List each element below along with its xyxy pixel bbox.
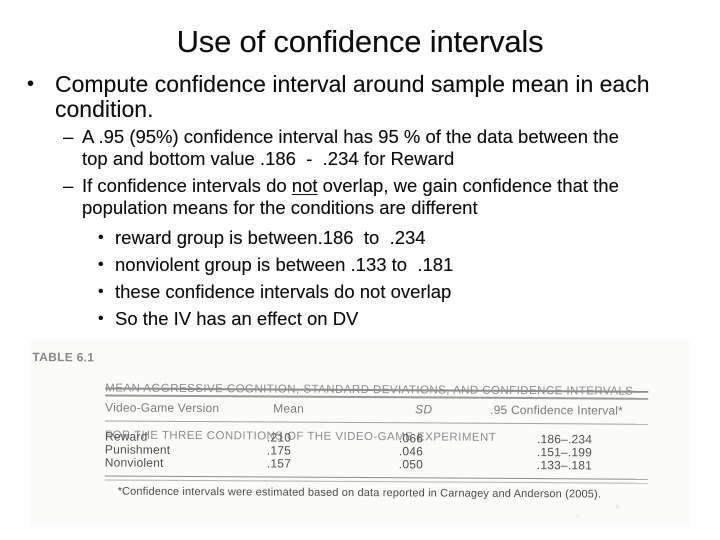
- sub-bullet-iv-effect: • So the IV has an effect on DV: [0, 308, 720, 330]
- table-row-sd: .066: [398, 431, 424, 446]
- table-footnote: *Confidence intervals were estimated bas…: [117, 485, 602, 501]
- bullet-level1-text: Compute confidence interval around sampl…: [55, 72, 720, 122]
- bullet-icon: •: [98, 283, 104, 300]
- text-line: these confidence intervals do not overla…: [115, 281, 452, 302]
- dash-icon: –: [63, 126, 74, 147]
- dash-item-text: A .95 (95%) confidence interval has 95 %…: [82, 126, 720, 170]
- dash-item-ci-definition: – A .95 (95%) confidence interval has 95…: [0, 126, 720, 170]
- table-label: TABLE 6.1: [32, 350, 95, 365]
- bullet-icon: •: [27, 73, 35, 95]
- bullet-level1-compute: • Compute confidence interval around sam…: [0, 72, 720, 122]
- table-row-mean: .157: [266, 456, 292, 471]
- text-line: So the IV has an effect on DV: [115, 308, 359, 329]
- table-row-sd: .050: [398, 457, 424, 472]
- text-segment: If confidence intervals do: [82, 175, 292, 196]
- text-line: nonviolent group is between .133 to .181: [115, 254, 454, 275]
- column-header-mean: Mean: [273, 401, 305, 416]
- bullet-icon: •: [98, 310, 104, 327]
- text-line: Compute confidence interval around sampl…: [55, 71, 650, 97]
- underlined-word: not: [291, 175, 318, 196]
- text-line: A .95 (95%) confidence interval has 95 %…: [82, 126, 619, 147]
- bullet-list: • Compute confidence interval around sam…: [0, 72, 720, 335]
- sub-bullet-nonviolent-range: • nonviolent group is between .133 to .1…: [0, 254, 720, 276]
- table-row-version: Nonviolent: [104, 455, 164, 470]
- sub-bullet-no-overlap: • these confidence intervals do not over…: [0, 281, 720, 303]
- dash-icon: –: [63, 175, 74, 196]
- text-line: condition.: [55, 96, 154, 122]
- slide-title: Use of confidence intervals: [176, 24, 544, 59]
- table-row-mean: .175: [266, 443, 292, 458]
- text-line: population means for the conditions are …: [82, 197, 478, 218]
- text-line: top and bottom value .186 - .234 for Rew…: [82, 148, 455, 169]
- bullet-icon: •: [98, 229, 104, 246]
- table-row-mean: .210: [266, 430, 292, 445]
- table-row-sd: .046: [398, 444, 424, 459]
- text-line: reward group is between.186 to .234: [115, 227, 426, 248]
- column-header-sd: SD: [415, 402, 433, 417]
- table-scan-content: TABLE 6.1 MEAN AGGRESSIVE COGNITION, STA…: [29, 340, 690, 529]
- column-header-ci: .95 Confidence Interval*: [490, 402, 624, 418]
- bullet-icon: •: [98, 256, 104, 273]
- text-segment: overlap, we gain confidence that the: [317, 175, 619, 196]
- column-header-version: Video-Game Version: [105, 400, 220, 416]
- text-line-rich: If confidence intervals do not overlap, …: [82, 175, 720, 197]
- table-scan-figure: TABLE 6.1 MEAN AGGRESSIVE COGNITION, STA…: [30, 340, 690, 525]
- sub-bullet-reward-range: • reward group is between.186 to .234: [0, 227, 720, 249]
- table-row-ci: .133–.181: [536, 458, 593, 473]
- dash-item-overlap: – If confidence intervals do not overlap…: [0, 175, 720, 219]
- dash-item-text: If confidence intervals do not overlap, …: [82, 175, 720, 219]
